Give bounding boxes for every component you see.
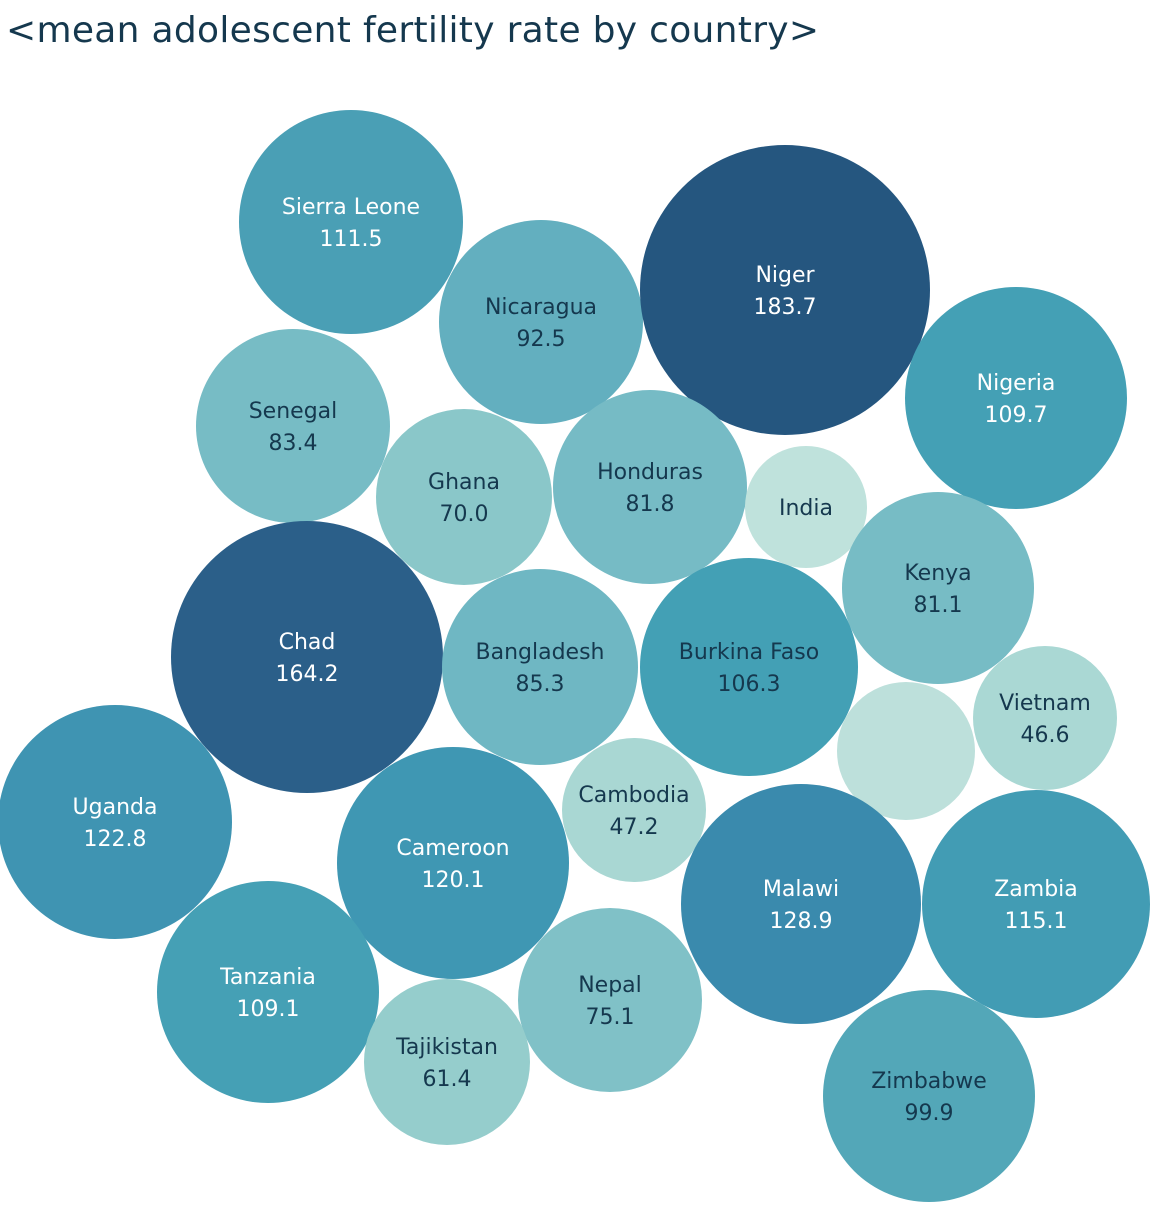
- bubble-senegal[interactable]: Senegal 83.4: [196, 329, 390, 523]
- bubble-circle[interactable]: [171, 521, 443, 793]
- bubble-value-label: 120.1: [422, 868, 485, 893]
- bubble-circle[interactable]: [376, 409, 552, 585]
- chart-title: <mean adolescent fertility rate by count…: [6, 10, 820, 51]
- bubble-value-label: 106.3: [718, 672, 781, 697]
- bubble-country-label: Tanzania: [219, 965, 316, 990]
- bubble-circle[interactable]: [553, 390, 747, 584]
- bubble-sierra-leone[interactable]: Sierra Leone 111.5: [239, 110, 463, 334]
- bubble-value-label: 183.7: [754, 295, 817, 320]
- bubble-value-label: 122.8: [84, 827, 147, 852]
- bubble-value-label: 47.2: [610, 815, 659, 840]
- bubble-value-label: 115.1: [1005, 909, 1068, 934]
- bubble-value-label: 92.5: [517, 327, 566, 352]
- bubble-chad[interactable]: Chad 164.2: [171, 521, 443, 793]
- bubble-burkina-faso[interactable]: Burkina Faso 106.3: [640, 558, 858, 776]
- bubble-country-label: Chad: [279, 630, 336, 655]
- bubble-country-label: Ghana: [428, 470, 500, 495]
- bubble-circle[interactable]: [640, 145, 930, 435]
- bubble-circle[interactable]: [442, 569, 638, 765]
- bubble-circle[interactable]: [745, 446, 867, 568]
- bubble-value-label: 85.3: [516, 672, 565, 697]
- bubble-circle[interactable]: [0, 705, 232, 939]
- bubble-country-label: Bangladesh: [476, 640, 605, 665]
- bubble-circle[interactable]: [562, 738, 706, 882]
- bubble-cambodia[interactable]: Cambodia 47.2: [562, 738, 706, 882]
- bubble-country-label: Sierra Leone: [282, 195, 420, 220]
- bubble-value-label: 83.4: [269, 431, 318, 456]
- bubble-kenya[interactable]: Kenya 81.1: [842, 492, 1034, 684]
- bubble-country-label: Senegal: [249, 399, 338, 424]
- bubble-ghana[interactable]: Ghana 70.0: [376, 409, 552, 585]
- bubble-country-label: Zimbabwe: [871, 1069, 987, 1094]
- bubble-honduras[interactable]: Honduras 81.8: [553, 390, 747, 584]
- bubble-nepal[interactable]: Nepal 75.1: [518, 908, 702, 1092]
- bubble-nigeria[interactable]: Nigeria 109.7: [905, 287, 1127, 509]
- bubble-circle[interactable]: [681, 784, 921, 1024]
- bubble-value-label: 99.9: [905, 1101, 954, 1126]
- bubble-circle[interactable]: [157, 881, 379, 1103]
- bubble-circle[interactable]: [640, 558, 858, 776]
- bubble-value-label: 109.1: [237, 997, 300, 1022]
- bubble-vietnam[interactable]: Vietnam 46.6: [973, 646, 1117, 790]
- bubble-country-label: Tajikistan: [395, 1035, 498, 1060]
- bubble-country-label: Malawi: [763, 877, 839, 902]
- bubble-value-label: 111.5: [320, 227, 383, 252]
- bubble-value-label: 46.6: [1021, 723, 1070, 748]
- bubble-india[interactable]: India: [745, 446, 867, 568]
- bubble-value-label: 109.7: [985, 403, 1048, 428]
- bubble-bangladesh[interactable]: Bangladesh 85.3: [442, 569, 638, 765]
- bubble-value-label: 81.8: [626, 492, 675, 517]
- bubble-country-label: Zambia: [994, 877, 1078, 902]
- bubble-circle[interactable]: [922, 790, 1150, 1018]
- bubble-country-label: Nicaragua: [485, 295, 597, 320]
- bubble-country-label: Honduras: [597, 460, 703, 485]
- bubble-uganda[interactable]: Uganda 122.8: [0, 705, 232, 939]
- bubble-circle[interactable]: [905, 287, 1127, 509]
- bubble-malawi[interactable]: Malawi 128.9: [681, 784, 921, 1024]
- bubble-zambia[interactable]: Zambia 115.1: [922, 790, 1150, 1018]
- bubble-country-label: Kenya: [904, 561, 971, 586]
- bubble-circle[interactable]: [239, 110, 463, 334]
- bubble-country-label: Uganda: [73, 795, 158, 820]
- bubble-cameroon[interactable]: Cameroon 120.1: [337, 747, 569, 979]
- bubble-country-label: Niger: [755, 263, 815, 288]
- bubble-value-label: 61.4: [423, 1067, 472, 1092]
- bubble-value-label: 70.0: [440, 502, 489, 527]
- bubble-country-label: Nepal: [578, 973, 642, 998]
- bubble-country-label: Burkina Faso: [679, 640, 819, 665]
- bubble-country-label: Cambodia: [578, 783, 689, 808]
- bubble-circle[interactable]: [823, 990, 1035, 1202]
- bubble-country-label: India: [779, 496, 833, 521]
- bubble-zimbabwe[interactable]: Zimbabwe 99.9: [823, 990, 1035, 1202]
- bubble-circle[interactable]: [337, 747, 569, 979]
- bubble-circle[interactable]: [196, 329, 390, 523]
- bubble-value-label: 164.2: [276, 662, 339, 687]
- bubble-nicaragua[interactable]: Nicaragua 92.5: [439, 220, 643, 424]
- bubble-niger[interactable]: Niger 183.7: [640, 145, 930, 435]
- bubble-circle[interactable]: [439, 220, 643, 424]
- bubble-circle[interactable]: [364, 979, 530, 1145]
- bubble-circle[interactable]: [973, 646, 1117, 790]
- bubble-country-label: Vietnam: [999, 691, 1091, 716]
- bubble-circle[interactable]: [842, 492, 1034, 684]
- bubble-tanzania[interactable]: Tanzania 109.1: [157, 881, 379, 1103]
- bubble-value-label: 75.1: [586, 1005, 635, 1030]
- bubble-circle[interactable]: [837, 682, 975, 820]
- bubble-unlabeled[interactable]: [837, 682, 975, 820]
- bubble-circle[interactable]: [518, 908, 702, 1092]
- bubble-country-label: Nigeria: [977, 371, 1056, 396]
- bubble-value-label: 81.1: [914, 593, 963, 618]
- bubble-value-label: 128.9: [770, 909, 833, 934]
- bubble-country-label: Cameroon: [396, 836, 509, 861]
- bubble-tajikistan[interactable]: Tajikistan 61.4: [364, 979, 530, 1145]
